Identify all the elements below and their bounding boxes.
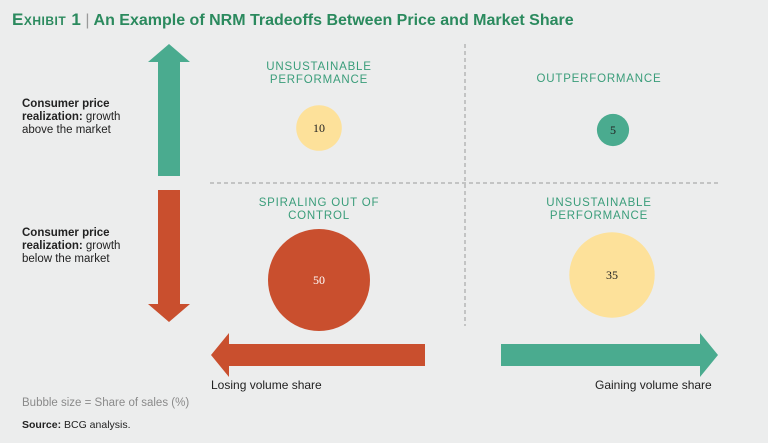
bubble-bottom-left — [268, 229, 370, 331]
source-label: Source: — [22, 419, 62, 431]
row-label-below: Consumer price realization: growth below… — [22, 227, 132, 266]
down-arrow — [148, 190, 190, 322]
axis-label-losing: Losing volume share — [211, 378, 322, 392]
right-arrow — [501, 333, 718, 377]
exhibit-number: Exhibit 1 — [12, 10, 82, 29]
up-arrow — [148, 44, 190, 176]
title-text: An Example of NRM Tradeoffs Between Pric… — [93, 12, 574, 29]
title-separator: | — [85, 12, 90, 29]
row-label-above: Consumer price realization: growth above… — [22, 98, 132, 137]
bubble-top-right — [596, 113, 630, 147]
source-note: Source: BCG analysis. — [22, 419, 131, 431]
quadrant-label-top-right: Outperformance — [536, 73, 662, 85]
left-arrow — [211, 333, 425, 377]
bubble-size-note: Bubble size = Share of sales (%) — [22, 397, 190, 409]
quadrant-label-bottom-right: Unsustainable performance — [546, 197, 652, 222]
quadrant-label-bottom-left: Spiraling out of control — [258, 197, 380, 222]
row-label-below-rest: growth below the market — [22, 240, 121, 265]
bubble-value-bottom-right: 35 — [606, 268, 618, 282]
source-text: BCG analysis. — [61, 419, 131, 431]
bubble-value-top-right: 5 — [610, 123, 616, 137]
bubble-value-bottom-left: 50 — [313, 273, 325, 287]
bubble-top-left — [296, 105, 342, 151]
bubble-value-top-left: 10 — [313, 121, 325, 135]
bubble-bottom-right — [569, 232, 655, 318]
row-label-below-lead: Consumer price realization: — [22, 227, 110, 252]
row-label-above-lead: Consumer price realization: — [22, 98, 110, 123]
exhibit-title: Exhibit 1 | An Example of NRM Tradeoffs Be… — [12, 10, 574, 30]
quadrant-label-top-left: Unsustainable performance — [266, 61, 372, 86]
axis-label-gaining: Gaining volume share — [595, 378, 712, 392]
row-label-above-rest: growth above the market — [22, 111, 121, 136]
